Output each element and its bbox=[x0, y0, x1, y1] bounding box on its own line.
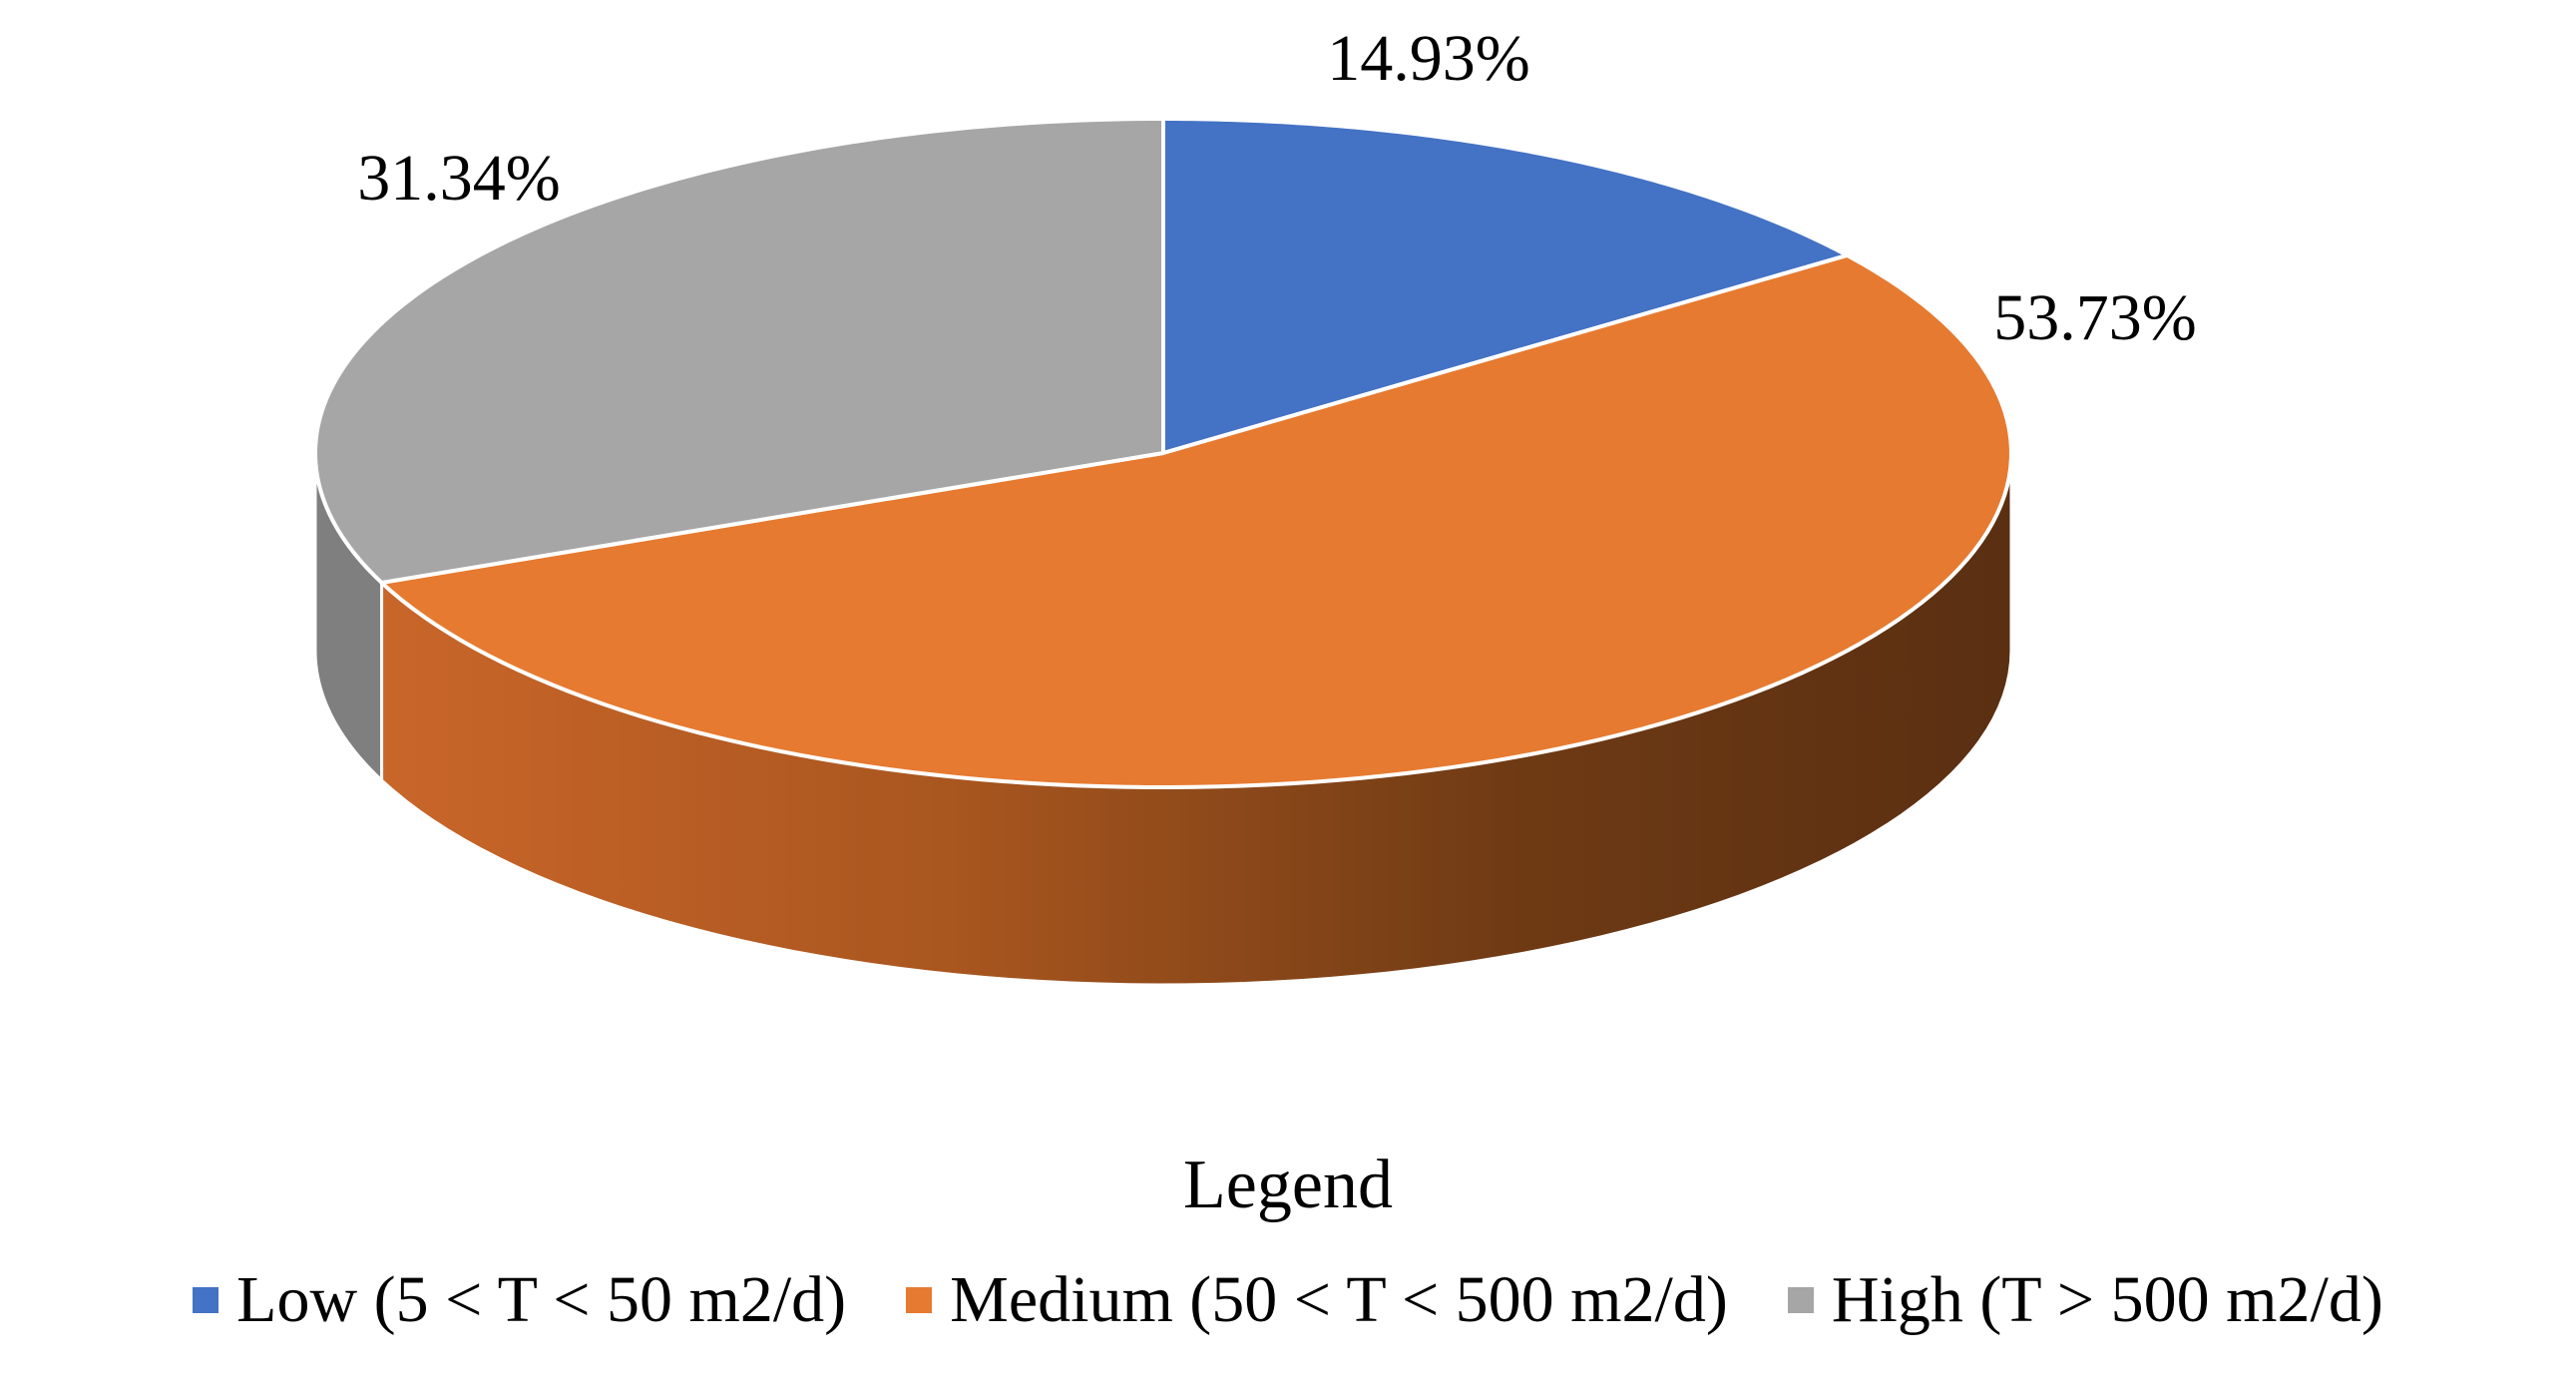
legend: Low (5 < T < 50 m2/d) Medium (50 < T < 5… bbox=[0, 1255, 2576, 1345]
legend-label-high: High (T > 500 m2/d) bbox=[1831, 1263, 2383, 1336]
pie-slice-high bbox=[313, 117, 1165, 585]
legend-label-low: Low (5 < T < 50 m2/d) bbox=[236, 1263, 847, 1336]
legend-swatch-medium bbox=[906, 1287, 933, 1313]
data-label-low: 14.93% bbox=[1327, 22, 1529, 95]
legend-title: Legend bbox=[1183, 1147, 1393, 1223]
data-label-high: 31.34% bbox=[357, 142, 560, 215]
legend-item-medium: Medium (50 < T < 500 m2/d) bbox=[906, 1262, 1728, 1338]
legend-swatch-low bbox=[193, 1287, 219, 1313]
legend-item-low: Low (5 < T < 50 m2/d) bbox=[193, 1262, 846, 1338]
pie-slice-low bbox=[1161, 117, 1850, 455]
legend-item-high: High (T > 500 m2/d) bbox=[1787, 1262, 2383, 1338]
legend-swatch-high bbox=[1787, 1287, 1814, 1313]
legend-label-medium: Medium (50 < T < 500 m2/d) bbox=[950, 1263, 1728, 1336]
pie-slice-medium bbox=[379, 252, 2013, 789]
data-label-medium: 53.73% bbox=[1993, 281, 2196, 354]
pie-data-labels: 14.93% 53.73% 31.34% bbox=[357, 22, 2196, 354]
pie-slices bbox=[313, 117, 2013, 789]
